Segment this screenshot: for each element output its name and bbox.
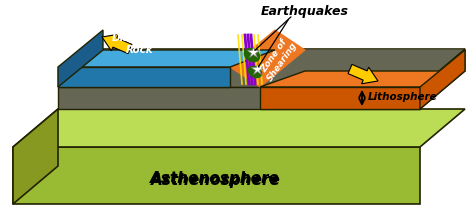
Polygon shape — [15, 112, 58, 202]
Text: Displaced
Rock: Displaced Rock — [112, 33, 168, 55]
Polygon shape — [420, 49, 465, 109]
Polygon shape — [420, 50, 465, 109]
Polygon shape — [58, 67, 230, 87]
Ellipse shape — [248, 66, 262, 77]
Text: Asthenosphere: Asthenosphere — [151, 174, 281, 189]
Polygon shape — [13, 109, 58, 204]
Polygon shape — [58, 50, 275, 67]
Text: Lithosphere: Lithosphere — [368, 92, 438, 102]
Polygon shape — [230, 30, 305, 87]
Polygon shape — [58, 87, 420, 109]
Ellipse shape — [245, 48, 260, 62]
Text: Earthquakes: Earthquakes — [261, 5, 349, 18]
Polygon shape — [260, 71, 465, 87]
FancyArrow shape — [348, 64, 378, 84]
Polygon shape — [58, 49, 465, 87]
Polygon shape — [15, 112, 58, 202]
Polygon shape — [13, 109, 465, 147]
Polygon shape — [15, 112, 458, 149]
Polygon shape — [58, 49, 465, 87]
Text: Asthenosphere: Asthenosphere — [150, 171, 280, 186]
Text: Zone of
Shearing: Zone of Shearing — [257, 35, 299, 83]
Polygon shape — [15, 149, 415, 202]
Polygon shape — [260, 87, 420, 109]
Polygon shape — [58, 30, 103, 87]
FancyArrow shape — [102, 34, 132, 54]
Polygon shape — [13, 147, 420, 204]
